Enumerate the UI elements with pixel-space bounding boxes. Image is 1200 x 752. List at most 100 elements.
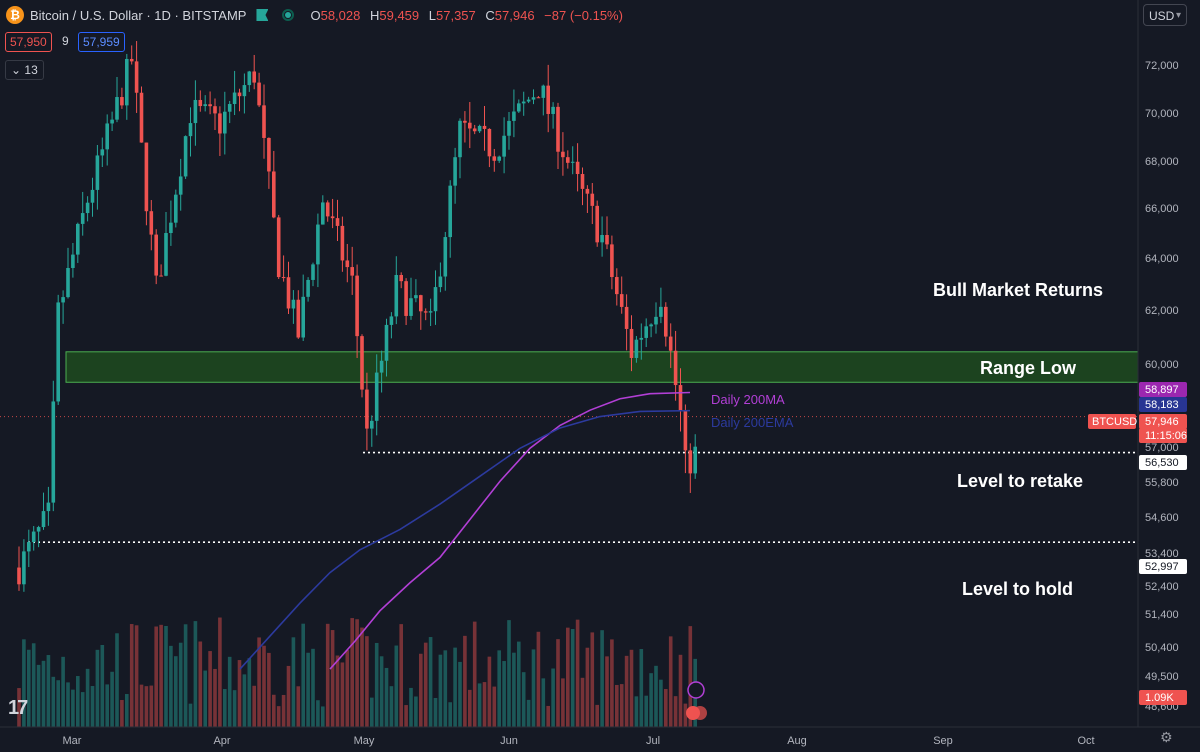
candles xyxy=(17,41,697,592)
candle-body xyxy=(649,324,653,327)
close-value: 57,946 xyxy=(494,7,535,23)
gear-icon[interactable]: ⚙ xyxy=(1160,729,1173,745)
candle-body xyxy=(472,128,477,132)
symbol-title[interactable]: Bitcoin / U.S. Dollar · 1D · BITSTAMP xyxy=(30,7,247,23)
ticker-tag-label: BTCUSD xyxy=(1092,416,1137,428)
candle-body xyxy=(257,82,261,106)
candle-body xyxy=(144,142,149,212)
volume-bar xyxy=(311,648,315,727)
candle-body xyxy=(531,97,536,100)
price-tick-label: 50,400 xyxy=(1145,642,1179,654)
volume-bar xyxy=(262,645,266,727)
candle-body xyxy=(492,156,497,161)
candle-body xyxy=(688,450,693,474)
price-badge xyxy=(1139,382,1187,397)
candle-body xyxy=(17,567,21,585)
volume-bar xyxy=(76,676,80,727)
candle-body xyxy=(36,527,41,532)
currency-select[interactable]: USD xyxy=(1143,4,1187,27)
volume-bar xyxy=(463,635,467,727)
volume-bar xyxy=(257,637,261,727)
volume-bar xyxy=(325,623,330,727)
candle-body xyxy=(566,157,570,163)
candle-body xyxy=(218,113,222,134)
volume-bar xyxy=(492,686,497,727)
candle-body xyxy=(463,120,467,123)
volume-bar xyxy=(286,665,291,727)
volume-bar xyxy=(438,654,443,727)
candle-body xyxy=(134,61,139,93)
candle-body xyxy=(80,213,85,224)
candle-body xyxy=(27,542,31,552)
sell-price-button[interactable]: 57,950 xyxy=(5,32,52,52)
candle-body xyxy=(51,401,56,503)
candle-body xyxy=(365,389,369,429)
tradingview-logo: 17 xyxy=(8,697,28,719)
ma-200-label: Daily 200MA xyxy=(711,392,785,407)
volume-bar xyxy=(85,668,90,727)
volume-bar xyxy=(159,624,163,727)
candle-body xyxy=(404,281,408,316)
volume-bar xyxy=(482,682,487,727)
candle-body xyxy=(291,299,296,309)
month-tick-label: Jun xyxy=(500,735,518,747)
candle-body xyxy=(56,302,60,402)
volume-bar xyxy=(649,673,653,727)
open-value: 58,028 xyxy=(320,7,361,23)
candle-body xyxy=(610,244,614,278)
candle-body xyxy=(350,267,354,276)
candle-body xyxy=(433,287,438,312)
candle-body xyxy=(659,306,663,317)
market-status-icon[interactable] xyxy=(282,9,295,21)
volume-bar xyxy=(198,641,203,727)
volume-bar xyxy=(183,624,188,727)
price-tick-label: 54,600 xyxy=(1145,512,1179,524)
indicators-collapse-button[interactable]: ⌄ 13 xyxy=(5,60,44,80)
candle-body xyxy=(438,276,443,288)
volume-bar xyxy=(51,676,56,727)
candle-body xyxy=(213,106,217,114)
candle-body xyxy=(683,411,688,451)
volume-bar xyxy=(365,636,369,727)
volume-bar xyxy=(370,697,374,727)
candle-body xyxy=(370,420,374,429)
volume-bar xyxy=(115,633,119,727)
volume-bar xyxy=(585,647,590,727)
volume-bar xyxy=(654,665,658,727)
volume-bar xyxy=(639,649,644,727)
candle-body xyxy=(335,218,340,226)
volume-bar xyxy=(551,668,555,727)
volume-bar xyxy=(164,625,168,727)
volume-bar xyxy=(100,644,105,727)
flag-icon[interactable] xyxy=(256,9,269,21)
price-badge-label: 1.09K xyxy=(1145,692,1174,704)
candle-body xyxy=(497,156,501,161)
candle-body xyxy=(570,161,575,163)
candle-body xyxy=(316,224,320,265)
price-tick-label: 52,400 xyxy=(1145,581,1179,593)
volume-bar xyxy=(664,689,668,727)
price-badge xyxy=(1139,428,1187,443)
volume-bar xyxy=(561,678,565,727)
candle-body xyxy=(296,299,301,338)
candle-body xyxy=(321,202,325,225)
candle-body xyxy=(272,171,276,218)
volume-bar xyxy=(125,694,129,727)
volume-bar xyxy=(673,696,678,727)
price-tick-label: 70,000 xyxy=(1145,108,1179,120)
volume-bar xyxy=(17,688,21,727)
volume-bar xyxy=(41,660,46,727)
volume-bar xyxy=(330,630,335,727)
candle-body xyxy=(355,275,359,337)
candle-body xyxy=(600,235,604,243)
candle-body xyxy=(262,105,266,138)
volume-bar xyxy=(105,684,109,727)
annotation-level-hold: Level to hold xyxy=(962,579,1074,599)
volume-bar xyxy=(66,682,70,727)
candle-body xyxy=(306,279,310,297)
volume-bar xyxy=(340,662,345,727)
volume-bar xyxy=(595,704,599,727)
candle-body xyxy=(678,385,683,412)
buy-price-button[interactable]: 57,959 xyxy=(78,32,125,52)
